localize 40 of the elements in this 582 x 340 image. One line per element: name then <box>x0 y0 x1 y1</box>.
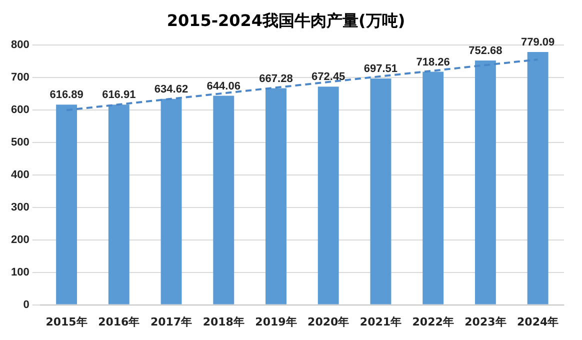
bar <box>160 98 182 304</box>
x-tick-label: 2021年 <box>360 315 402 328</box>
y-tick-label: 600 <box>10 104 30 116</box>
x-tick-label: 2022年 <box>412 315 454 328</box>
data-label: 718.26 <box>416 56 450 68</box>
data-label: 667.28 <box>259 72 293 85</box>
y-tick-label: 400 <box>10 169 30 182</box>
x-tick-label: 2016年 <box>98 315 140 328</box>
y-tick-label: 100 <box>10 266 30 278</box>
x-tick-label: 2024年 <box>517 315 559 328</box>
y-tick-label: 500 <box>10 136 30 149</box>
bar <box>422 72 444 304</box>
bar <box>318 86 339 304</box>
chart-title: 2015-2024我国牛肉产量(万吨) <box>166 10 406 30</box>
x-tick-label: 2019年 <box>255 315 297 328</box>
bar <box>266 88 286 304</box>
bar <box>474 60 496 304</box>
x-tick-label: 2023年 <box>464 315 506 328</box>
y-tick-label: 300 <box>10 201 30 214</box>
bar <box>108 104 130 304</box>
y-tick-label: 800 <box>10 39 30 52</box>
data-label: 752.68 <box>468 45 502 58</box>
data-label: 644.06 <box>206 80 240 92</box>
x-tick-label: 2017年 <box>150 315 192 328</box>
bar <box>527 52 548 304</box>
data-label: 616.89 <box>50 89 84 102</box>
x-tick-label: 2020年 <box>308 315 350 328</box>
y-tick-label: 700 <box>10 72 30 84</box>
data-label: 672.45 <box>312 71 346 84</box>
bar <box>213 96 234 304</box>
data-label: 779.09 <box>520 36 555 49</box>
x-tick-label: 2018年 <box>202 315 244 328</box>
bar <box>370 78 392 304</box>
data-label: 697.51 <box>364 62 398 75</box>
x-tick-label: 2015年 <box>46 315 88 328</box>
bar <box>56 104 78 304</box>
y-tick-label: 0 <box>23 298 30 311</box>
data-label: 634.62 <box>154 83 188 96</box>
data-label: 616.91 <box>102 89 136 102</box>
y-tick-label: 200 <box>10 234 30 246</box>
